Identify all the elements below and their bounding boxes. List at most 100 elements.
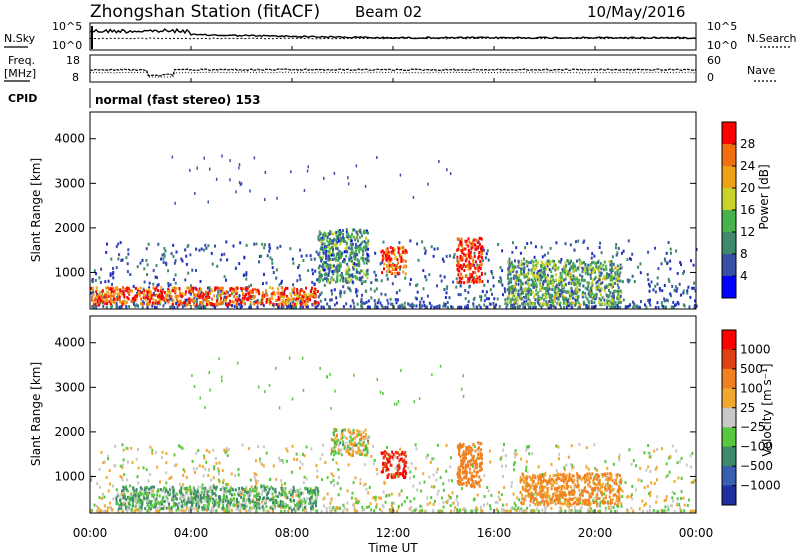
scatter-point: [400, 503, 403, 507]
scatter-point: [226, 503, 229, 507]
scatter-point: [390, 257, 393, 261]
scatter-point: [340, 231, 343, 235]
scatter-point: [536, 297, 539, 301]
scatter-point: [540, 271, 543, 275]
scatter-point: [253, 295, 256, 299]
scatter-point: [162, 289, 164, 293]
scatter-point: [606, 299, 609, 303]
scatter-point: [261, 500, 264, 504]
scatter-point: [550, 270, 553, 274]
scatter-point: [149, 297, 152, 301]
scatter-point: [357, 239, 359, 243]
scatter-point: [605, 293, 608, 297]
scatter-point: [245, 488, 248, 492]
scatter-point: [618, 458, 621, 462]
cpid-label: CPID: [8, 92, 37, 105]
scatter-point: [579, 282, 582, 286]
scatter-point: [563, 278, 566, 282]
scatter-point: [265, 298, 268, 301]
scatter-point: [248, 447, 251, 451]
scatter-point: [521, 509, 524, 513]
scatter-point: [589, 263, 592, 266]
scatter-point: [483, 503, 485, 507]
scatter-point: [648, 300, 651, 304]
scatter-point: [311, 280, 314, 284]
scatter-point: [660, 301, 663, 305]
noise-left-tick-bottom: 10^0: [52, 39, 82, 52]
scatter-point: [560, 276, 563, 280]
scatter-point: [245, 292, 247, 296]
scatter-point: [292, 485, 295, 489]
scatter-point: [262, 295, 265, 299]
scatter-point: [225, 240, 228, 244]
scatter-point: [331, 278, 334, 282]
scatter-point: [628, 448, 631, 452]
scatter-point: [632, 300, 634, 304]
scatter-point: [578, 288, 581, 292]
scatter-point: [489, 507, 492, 511]
scatter-point: [610, 505, 613, 509]
scatter-point: [526, 281, 528, 285]
scatter-point: [471, 458, 474, 462]
scatter-point: [478, 303, 481, 307]
scatter-point: [121, 443, 124, 447]
scatter-point: [318, 255, 321, 259]
scatter-point: [543, 298, 546, 302]
scatter-point: [362, 230, 365, 234]
scatter-point: [547, 305, 550, 309]
scatter-point: [432, 502, 435, 506]
scatter-point: [188, 297, 191, 301]
scatter-point: [584, 264, 587, 268]
scatter-point: [559, 293, 562, 297]
scatter-point: [252, 488, 255, 492]
scatter-point: [506, 509, 509, 513]
scatter-point: [180, 302, 183, 306]
scatter-point: [655, 500, 658, 504]
scatter-point: [614, 246, 617, 250]
scatter-point: [598, 286, 601, 290]
scatter-point: [656, 282, 659, 286]
scatter-point: [682, 496, 685, 500]
scatter-point: [225, 482, 228, 486]
scatter-point: [539, 287, 542, 291]
scatter-point: [238, 302, 241, 306]
scatter-point: [424, 249, 427, 253]
scatter-point: [231, 300, 234, 304]
scatter-point: [311, 494, 314, 498]
scatter-point: [158, 302, 161, 306]
scatter-point: [546, 283, 549, 286]
scatter-point: [311, 498, 314, 502]
scatter-point: [194, 293, 197, 297]
scatter-point: [170, 294, 173, 298]
scatter-point: [129, 289, 132, 293]
scatter-point: [165, 471, 168, 475]
scatter-point: [433, 485, 436, 489]
scatter-point: [573, 283, 576, 287]
scatter-point: [582, 267, 585, 271]
scatter-point: [225, 491, 227, 495]
scatter-point: [529, 261, 532, 265]
scatter-point: [568, 261, 571, 265]
scatter-point: [521, 263, 524, 267]
scatter-point: [225, 446, 228, 450]
scatter-point: [440, 279, 443, 283]
scatter-point: [559, 271, 562, 275]
freq-left-label-line2: [MHz]: [4, 67, 36, 80]
scatter-point: [219, 498, 222, 502]
scatter-point: [619, 305, 622, 309]
scatter-point: [165, 296, 168, 300]
scatter-point: [381, 305, 384, 309]
scatter-point: [142, 296, 145, 300]
scatter-point: [165, 487, 168, 491]
scatter-point: [105, 250, 108, 254]
scatter-point: [520, 272, 523, 276]
scatter-point: [640, 300, 642, 304]
scatter-point: [593, 293, 596, 297]
scatter-point: [278, 504, 281, 508]
scatter-point: [407, 302, 410, 306]
scatter-point: [112, 276, 115, 280]
scatter-point: [120, 502, 123, 506]
scatter-point: [188, 301, 191, 304]
scatter-point: [147, 303, 150, 306]
